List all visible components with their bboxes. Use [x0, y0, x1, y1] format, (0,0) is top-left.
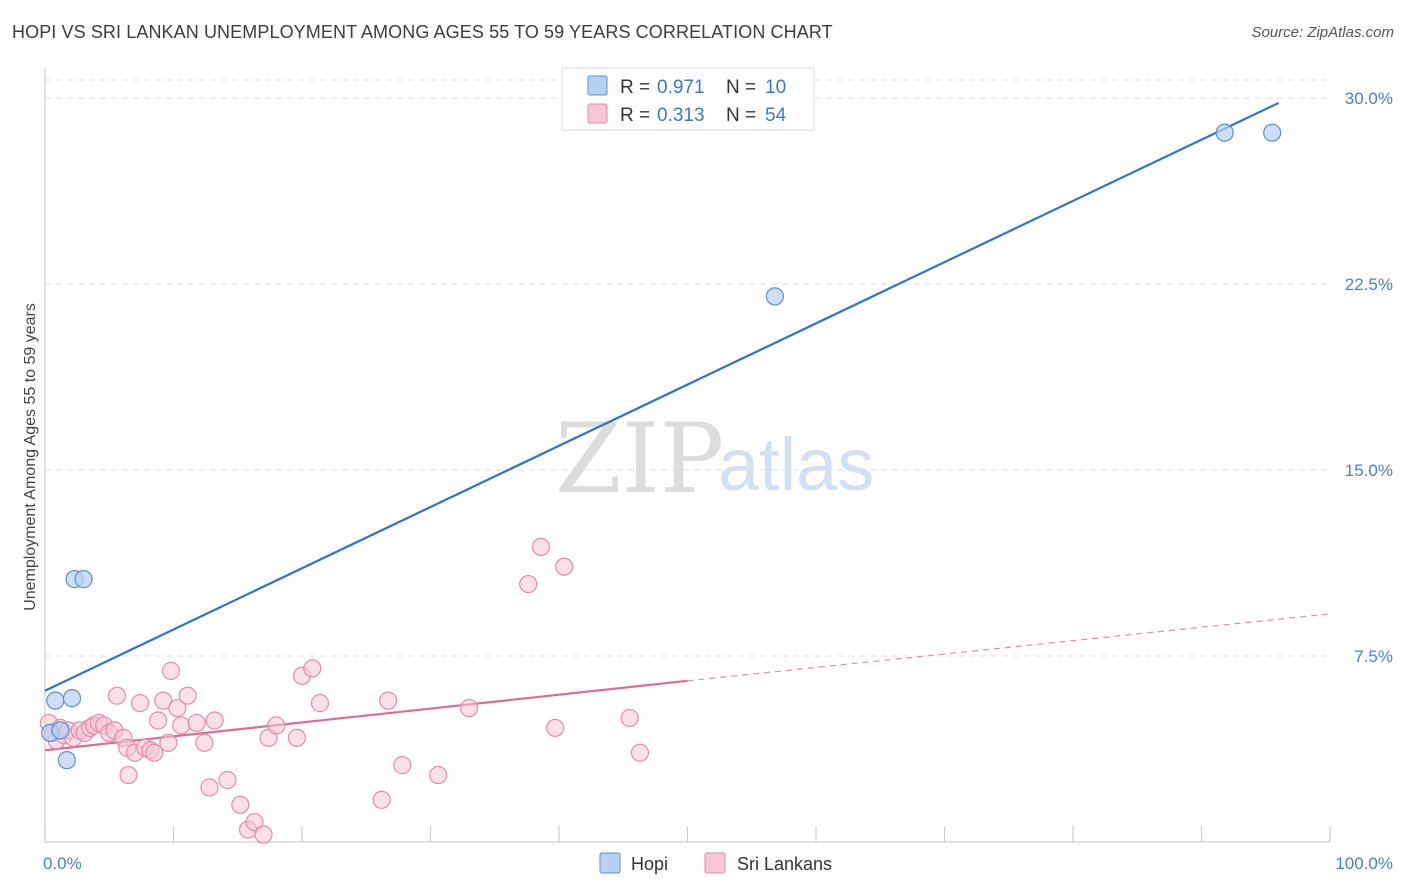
legend-box: R = 0.971 N = 10 R = 0.313 N = 54 — [561, 67, 815, 131]
bottom-legend-label-hopi: Hopi — [631, 854, 668, 874]
trend-lines — [44, 101, 1331, 752]
point-sri-lankans — [303, 659, 322, 678]
trend-line-sri — [44, 679, 688, 752]
point-sri-lankans — [310, 694, 330, 713]
point-hopi — [1215, 123, 1234, 142]
grid-lines — [45, 79, 1330, 657]
point-sri-lankans — [459, 698, 479, 718]
watermark-zip: ZIP — [555, 403, 724, 515]
point-sri-lankans — [161, 661, 181, 680]
point-sri-lankans — [145, 743, 164, 762]
point-sri-lankans — [378, 691, 398, 710]
watermark: ZIP atlas — [555, 403, 874, 515]
point-sri-lankans — [172, 716, 191, 735]
legend-swatch-hopi — [587, 75, 608, 96]
point-sri-lankans — [267, 716, 286, 735]
point-hopi — [1263, 123, 1282, 142]
point-sri-lankans — [287, 728, 306, 747]
legend-n-label-sri: N = — [726, 105, 756, 126]
y-axis-label: Unemployment Among Ages 55 to 59 years — [22, 303, 39, 611]
point-sri-lankans — [231, 795, 250, 814]
trend-line-sri-extension — [687, 613, 1331, 682]
point-hopi — [51, 721, 70, 740]
bottom-legend-swatch-hopi — [599, 852, 621, 874]
trend-line-hopi — [44, 101, 1280, 692]
point-sri-lankans — [555, 557, 574, 576]
y-tick-label: 7.5% — [1354, 647, 1393, 666]
legend-n-label-hopi: N = — [726, 77, 756, 98]
point-sri-lankans — [546, 718, 565, 738]
x-tick-labels: 0.0% 100.0% — [43, 854, 1393, 873]
point-sri-lankans — [218, 770, 237, 790]
legend-swatch-sri — [587, 103, 608, 124]
bottom-legend-swatch-sri — [704, 852, 726, 874]
point-hopi — [74, 570, 93, 589]
point-sri-lankans — [531, 537, 551, 556]
point-sri-lankans — [519, 574, 538, 594]
point-hopi — [46, 691, 65, 710]
point-sri-lankans — [200, 778, 219, 797]
point-sri-lankans — [372, 790, 391, 809]
x-tick-label-max: 100.0% — [1335, 854, 1393, 873]
y-tick-label: 15.0% — [1345, 461, 1393, 480]
watermark-atlas: atlas — [718, 423, 874, 506]
point-sri-lankans — [119, 765, 138, 785]
point-hopi — [62, 689, 82, 708]
point-sri-lankans — [254, 825, 273, 844]
legend-n-value-sri: 54 — [765, 105, 787, 126]
point-hopi — [57, 751, 76, 770]
legend-n-value-hopi: 10 — [765, 77, 786, 98]
y-tick-label: 30.0% — [1345, 89, 1393, 108]
data-points — [39, 123, 1282, 844]
point-sri-lankans — [630, 743, 650, 762]
point-sri-lankans — [620, 708, 639, 728]
point-sri-lankans — [187, 713, 206, 733]
y-tick-labels: 7.5% 15.0% 22.5% 30.0% — [1345, 89, 1393, 666]
point-hopi — [765, 287, 784, 306]
legend-r-label-sri: R = — [620, 105, 650, 126]
legend-r-value-sri: 0.313 — [657, 105, 705, 126]
point-sri-lankans — [429, 765, 448, 785]
point-sri-lankans — [205, 711, 224, 730]
point-sri-lankans — [130, 694, 150, 713]
legend-r-value-hopi: 0.971 — [657, 77, 705, 98]
source-credit: Source: ZipAtlas.com — [1251, 24, 1394, 41]
chart-title: HOPI VS SRI LANKAN UNEMPLOYMENT AMONG AG… — [12, 22, 833, 42]
point-sri-lankans — [393, 756, 412, 775]
point-sri-lankans — [159, 733, 178, 752]
point-sri-lankans — [178, 686, 197, 705]
point-sri-lankans — [195, 733, 214, 752]
point-sri-lankans — [245, 813, 264, 832]
x-tick-label-min: 0.0% — [43, 854, 82, 873]
legend-r-label-hopi: R = — [620, 77, 650, 98]
point-sri-lankans — [107, 686, 127, 705]
point-sri-lankans — [154, 691, 173, 710]
bottom-legend-label-sri: Sri Lankans — [737, 854, 832, 874]
point-sri-lankans — [168, 698, 187, 718]
point-sri-lankans — [148, 711, 168, 730]
y-tick-label: 22.5% — [1345, 275, 1393, 294]
bottom-legend: Hopi Sri Lankans — [599, 852, 832, 874]
